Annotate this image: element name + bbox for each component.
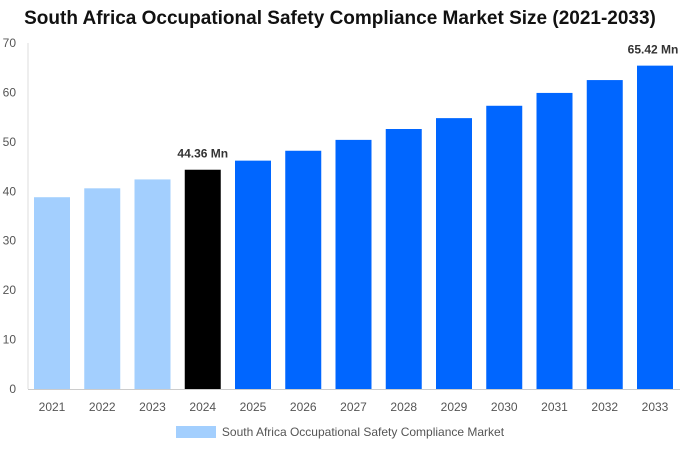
y-tick-label: 20 xyxy=(3,283,17,297)
bar-2028 xyxy=(385,129,422,389)
x-tick-label: 2028 xyxy=(390,400,417,414)
bar-2031 xyxy=(536,92,573,390)
y-tick-label: 60 xyxy=(3,85,17,99)
x-tick-label: 2022 xyxy=(89,400,116,414)
bar-2029 xyxy=(436,118,472,389)
x-tick-label: 2023 xyxy=(139,400,166,414)
legend-swatch xyxy=(175,426,216,438)
bar-2022 xyxy=(84,188,121,389)
bar-2030 xyxy=(486,105,523,389)
legend: South Africa Occupational Safety Complia… xyxy=(0,425,680,439)
x-tick-label: 2033 xyxy=(642,400,669,414)
x-tick-label: 2029 xyxy=(441,400,468,414)
y-tick-label: 0 xyxy=(9,382,16,396)
y-tick-label: 10 xyxy=(3,333,17,347)
bar-2025 xyxy=(235,160,271,389)
data-label: 44.36 Mn xyxy=(177,147,228,161)
x-tick-label: 2030 xyxy=(491,400,518,414)
bar-2026 xyxy=(285,150,322,389)
x-tick-label: 2026 xyxy=(290,400,317,414)
legend-label: South Africa Occupational Safety Complia… xyxy=(221,425,505,439)
x-tick-label: 2024 xyxy=(189,400,216,414)
bar-2023 xyxy=(134,179,171,389)
x-tick-label: 2021 xyxy=(39,400,66,414)
x-tick-label: 2031 xyxy=(541,400,568,414)
y-tick-label: 30 xyxy=(3,234,17,248)
y-tick-label: 50 xyxy=(3,135,17,149)
data-label: 65.42 Mn xyxy=(628,43,679,57)
x-tick-label: 2025 xyxy=(240,400,267,414)
x-tick-label: 2027 xyxy=(340,400,367,414)
x-tick-label: 2032 xyxy=(591,400,618,414)
y-tick-label: 40 xyxy=(3,184,17,198)
bar-2021 xyxy=(34,197,70,389)
y-tick-label: 70 xyxy=(3,36,17,50)
bar-2027 xyxy=(335,139,372,389)
bar-2024 xyxy=(184,169,221,389)
chart-title: South Africa Occupational Safety Complia… xyxy=(24,8,656,29)
bar-2033 xyxy=(637,65,673,390)
bar-2032 xyxy=(586,80,623,390)
